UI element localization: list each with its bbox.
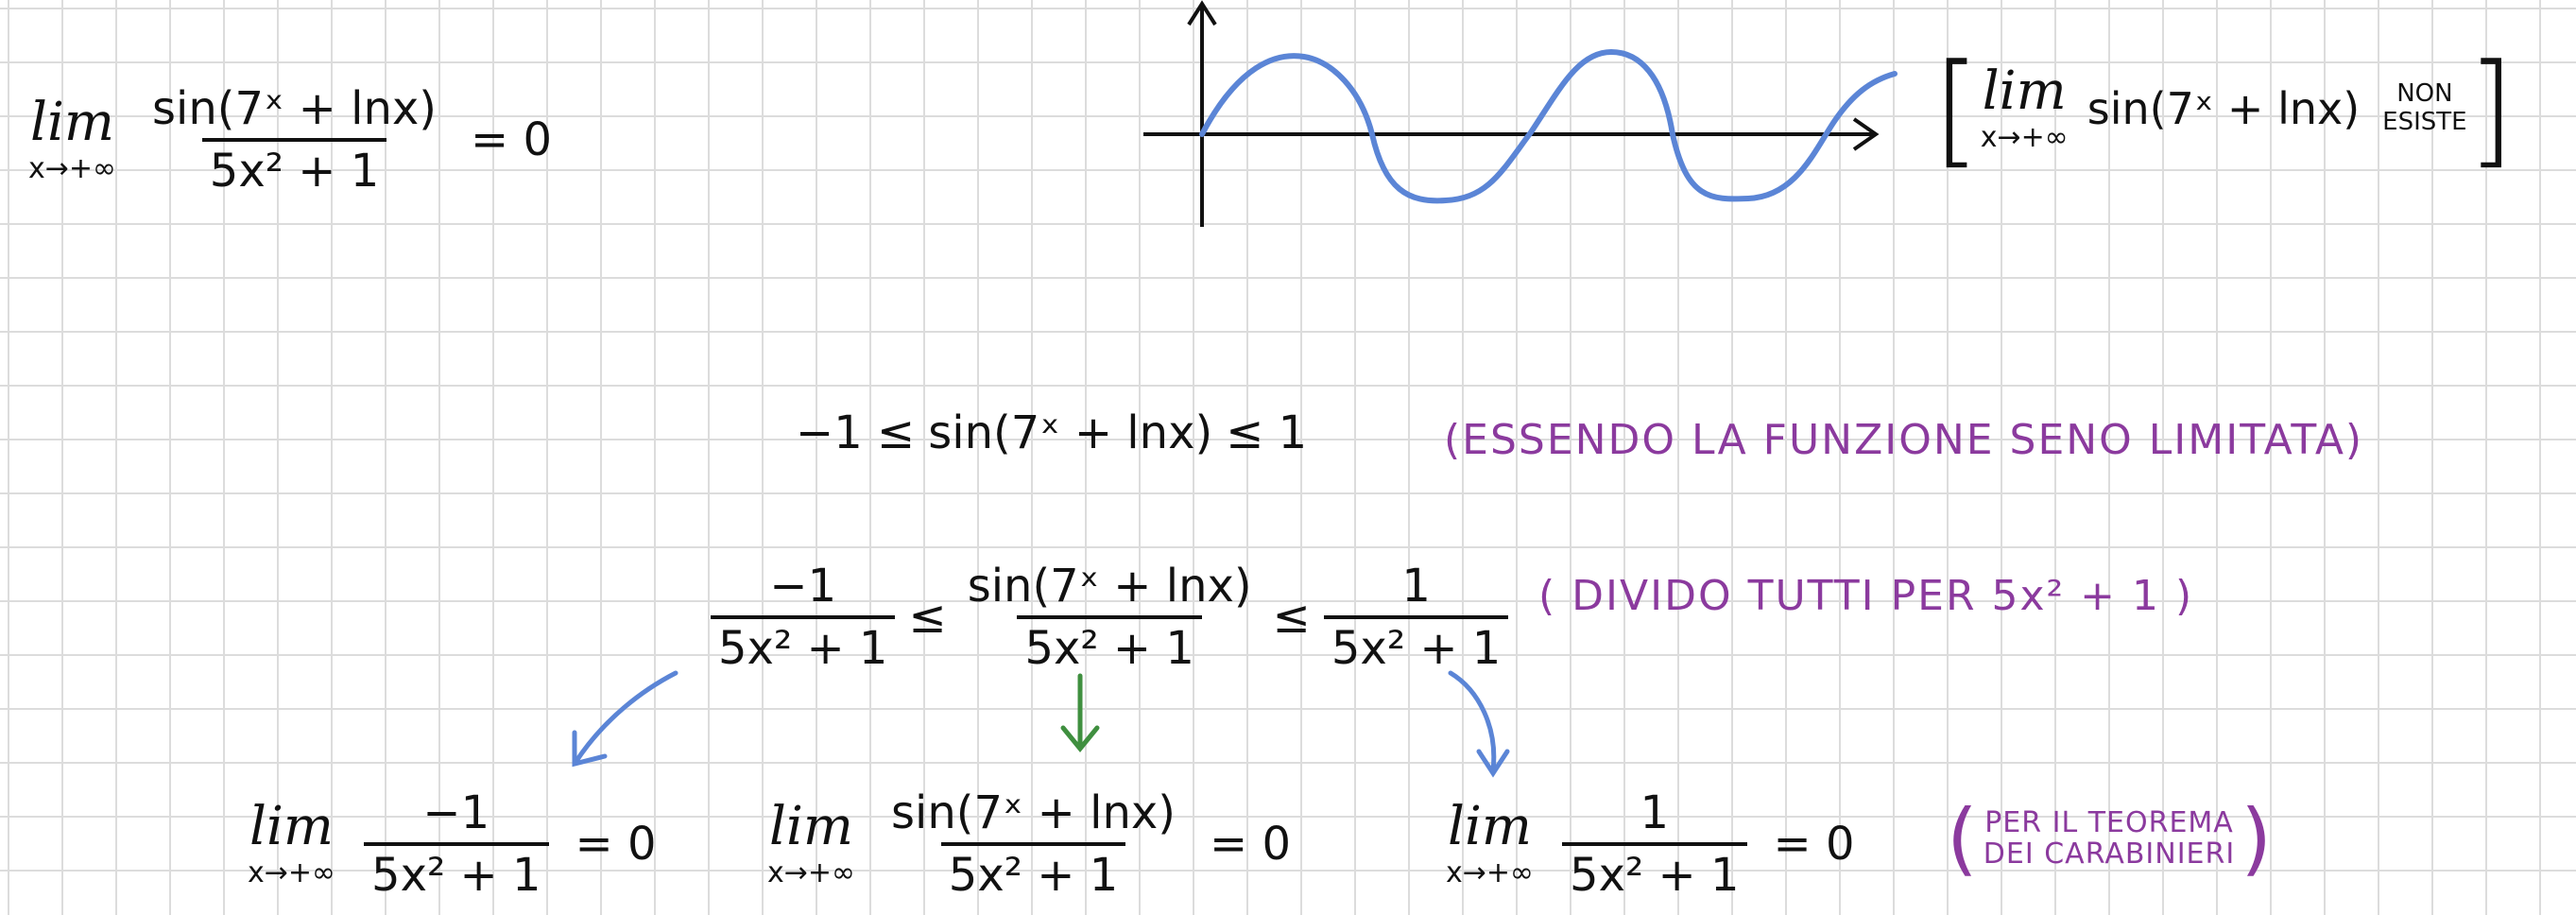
esiste-text: ESISTE xyxy=(2382,108,2467,136)
divide-all-note: ( DIVIDO TUTTI PER 5x² + 1 ) xyxy=(1538,572,2194,620)
sine-expression: sin(7ˣ + lnx) xyxy=(2087,83,2361,134)
denominator: 5x² + 1 xyxy=(201,138,387,196)
fraction: sin(7ˣ + lnx) 5x² + 1 xyxy=(145,85,444,196)
limit-right: lim x→+∞ 1 5x² + 1 = 0 xyxy=(1446,789,1855,900)
non-text: NON xyxy=(2396,79,2453,109)
lim-subscript: x→+∞ xyxy=(248,855,336,889)
numerator: sin(7ˣ + lnx) xyxy=(152,82,437,135)
numerator: sin(7ˣ + lnx) xyxy=(967,560,1252,613)
denominator: 5x² + 1 xyxy=(940,842,1126,900)
sine-expression: sin(7ˣ + lnx) xyxy=(928,406,1213,459)
sine-graph xyxy=(1143,0,1898,227)
lim-word: lim xyxy=(769,795,853,857)
right-fraction: 1 5x² + 1 xyxy=(1323,560,1509,673)
right-bracket: ] xyxy=(2466,37,2516,181)
right-arrow-icon xyxy=(1448,670,1497,773)
numerator: −1 xyxy=(769,560,837,613)
fraction: −1 5x² + 1 xyxy=(364,786,549,900)
result: = 0 xyxy=(471,113,553,167)
numerator: 1 xyxy=(1640,786,1670,839)
lim-subscript: x→+∞ xyxy=(1980,120,2069,154)
fraction: sin(7ˣ + lnx) 5x² + 1 xyxy=(884,789,1183,900)
limit-operator: lim x→+∞ xyxy=(767,795,856,889)
left-fraction: −1 5x² + 1 xyxy=(711,560,896,673)
bounded-function-note: (ESSENDO LA FUNZIONE SENO LIMITATA) xyxy=(1444,416,2364,464)
result: = 0 xyxy=(1210,818,1292,872)
top-limit-expression: lim x→+∞ sin(7ˣ + lnx) 5x² + 1 = 0 xyxy=(28,85,552,196)
left-arrow-head xyxy=(572,730,608,768)
open-paren: ( xyxy=(1947,792,1978,885)
theorem-line-1: PER IL TEOREMA xyxy=(1984,806,2234,839)
y-axis-arrow xyxy=(1187,0,1217,26)
bounds-inequality: −1 ≤ sin(7ˣ + lnx) ≤ 1 xyxy=(796,406,1307,459)
limit-left: lim x→+∞ −1 5x² + 1 = 0 xyxy=(248,789,657,900)
lim-subscript: x→+∞ xyxy=(1446,855,1535,889)
middle-fraction: sin(7ˣ + lnx) 5x² + 1 xyxy=(960,562,1260,673)
less-equal: ≤ xyxy=(908,591,947,645)
upper-bound: ≤ 1 xyxy=(1226,406,1308,459)
fraction: 1 5x² + 1 xyxy=(1562,786,1747,900)
denominator: 5x² + 1 xyxy=(1562,842,1747,900)
denominator: 5x² + 1 xyxy=(711,615,896,673)
theorem-lines: PER IL TEOREMA DEI CARABINIERI xyxy=(1978,807,2241,870)
lim-subscript: x→+∞ xyxy=(28,151,117,185)
limit-operator: lim x→+∞ xyxy=(1446,795,1535,889)
limit-middle: lim x→+∞ sin(7ˣ + lnx) 5x² + 1 = 0 xyxy=(767,789,1291,900)
limit-not-exists-note: [ lim x→+∞ sin(7ˣ + lnx) NON ESISTE ] xyxy=(1932,47,2515,170)
squeeze-theorem-note: ( PER IL TEOREMA DEI CARABINIERI ) xyxy=(1947,799,2272,878)
divided-inequality: −1 5x² + 1 ≤ sin(7ˣ + lnx) 5x² + 1 ≤ 1 5… xyxy=(711,560,1509,673)
numerator: −1 xyxy=(422,786,490,839)
left-bracket: [ xyxy=(1932,37,1981,181)
result: = 0 xyxy=(575,818,657,872)
close-paren: ) xyxy=(2241,792,2272,885)
lim-word: lim xyxy=(249,795,334,857)
limit-operator: lim x→+∞ xyxy=(248,795,336,889)
sine-curve xyxy=(1199,48,1898,204)
lim-word: lim xyxy=(1982,60,2067,122)
limit-operator: lim x→+∞ xyxy=(28,91,117,185)
right-arrow-head xyxy=(1476,749,1510,778)
lim-word: lim xyxy=(30,91,114,153)
numerator: sin(7ˣ + lnx) xyxy=(891,786,1176,839)
lim-word: lim xyxy=(1448,795,1532,857)
non-esiste-label: NON ESISTE xyxy=(2382,79,2467,137)
limit-operator: lim x→+∞ xyxy=(1980,60,2069,154)
result: = 0 xyxy=(1773,818,1855,872)
less-equal: ≤ xyxy=(1272,591,1311,645)
denominator: 5x² + 1 xyxy=(364,842,549,900)
numerator: 1 xyxy=(1401,560,1431,613)
denominator: 5x² + 1 xyxy=(1323,615,1509,673)
denominator: 5x² + 1 xyxy=(1017,615,1202,673)
lim-subscript: x→+∞ xyxy=(767,855,856,889)
x-axis-arrow xyxy=(1852,117,1880,151)
theorem-line-2: DEI CARABINIERI xyxy=(1983,837,2236,871)
lower-bound: −1 ≤ xyxy=(796,406,916,459)
middle-arrow-head xyxy=(1060,725,1100,752)
left-arrow-icon xyxy=(574,670,678,764)
